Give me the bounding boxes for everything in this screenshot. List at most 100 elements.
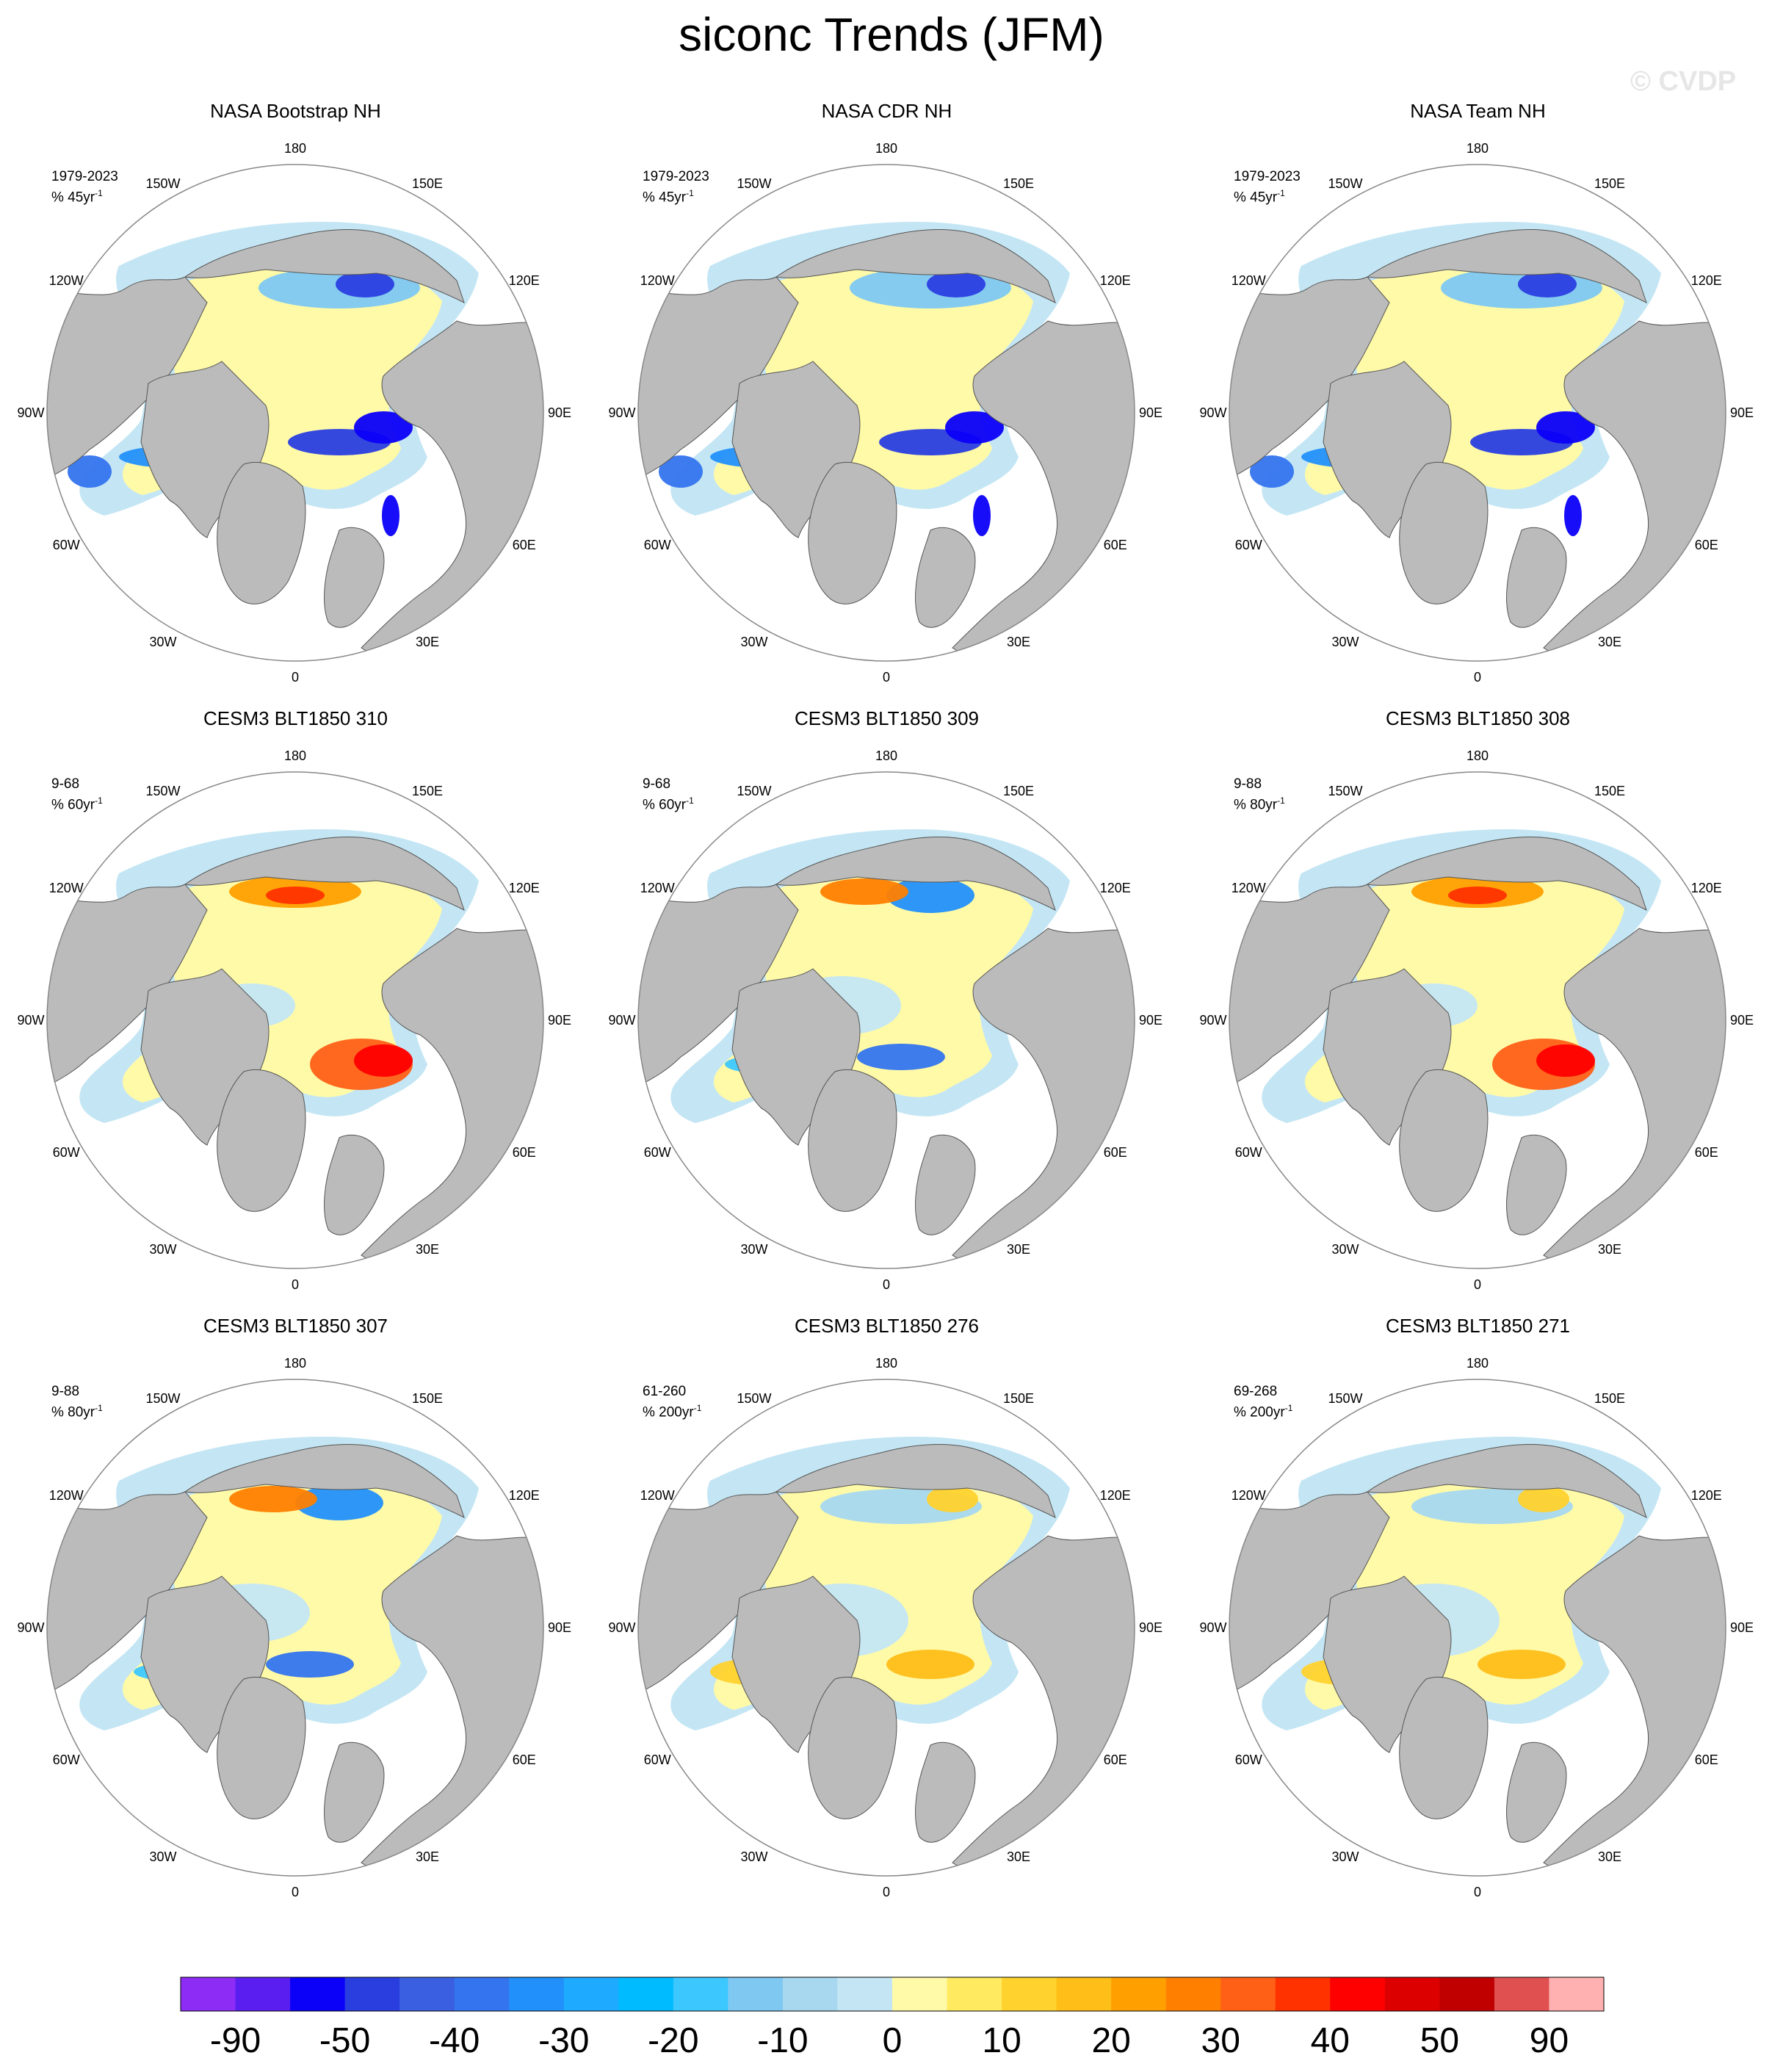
land-mass <box>47 276 208 480</box>
land-mass <box>808 461 897 604</box>
longitude-label: 120W <box>640 273 675 288</box>
longitude-label: 120E <box>1691 1488 1722 1503</box>
land-mass <box>184 1444 465 1518</box>
longitude-label: 90W <box>1199 405 1226 420</box>
longitude-label: 0 <box>883 670 890 685</box>
colorbar-swatch <box>1056 1977 1112 2011</box>
panel-title: CESM3 BLT1850 307 <box>203 1315 388 1337</box>
longitude-label: 0 <box>292 670 299 685</box>
colorbar-swatch <box>454 1977 510 2011</box>
colorbar-swatch <box>837 1977 893 2011</box>
longitude-label: 30W <box>149 635 176 649</box>
map-panel: 180 150E 120E 90E 60E 30E 0 30W 60W 90W 120W 150W NA… <box>591 95 1182 704</box>
trend-patch <box>945 411 1004 444</box>
trend-patch <box>1518 1486 1569 1512</box>
longitude-label: 180 <box>1466 1356 1489 1371</box>
trend-patch <box>886 1650 974 1679</box>
trend-period-label: 9-88 % 80yr-1 <box>51 1384 103 1421</box>
map-boundary <box>1229 771 1726 1269</box>
longitude-label: 150E <box>1003 784 1034 798</box>
longitude-label: 180 <box>284 141 306 156</box>
cvdp-watermark: © CVDP <box>1630 66 1737 97</box>
longitude-label: 30E <box>1007 635 1030 649</box>
colorbar-label: 30 <box>1201 2021 1240 2060</box>
trend-patch <box>659 455 703 488</box>
unit-text: % 45yr-1 <box>1234 188 1285 206</box>
trend-period-label: 9-88 % 80yr-1 <box>1234 776 1285 813</box>
longitude-label: 150W <box>145 1391 180 1406</box>
polar-map: 180 150E 120E 90E 60E 30E 0 30W 60W 90W 120W 150W <box>608 141 1162 685</box>
longitude-label: 90E <box>548 405 571 420</box>
land-mass <box>638 1491 799 1694</box>
longitude-label: 150E <box>1594 1391 1625 1406</box>
trend-patch <box>68 455 112 488</box>
polar-map: 180 150E 120E 90E 60E 30E 0 30W 60W 90W 120W 150W <box>1199 141 1754 685</box>
longitude-label: 60E <box>1104 1752 1127 1767</box>
land-mass <box>915 1134 976 1235</box>
colorbar-swatch <box>1384 1977 1440 2011</box>
trend-patch <box>266 887 325 904</box>
colorbar-label: -90 <box>210 2021 261 2060</box>
trend-patch <box>927 271 985 297</box>
colorbar-swatch <box>673 1977 728 2011</box>
longitude-label: 150W <box>737 176 771 191</box>
map-boundary <box>637 771 1135 1269</box>
longitude-label: 150W <box>1328 784 1362 798</box>
longitude-label: 30E <box>1598 1242 1621 1257</box>
longitude-label: 120W <box>49 1488 84 1503</box>
colorbar-swatch <box>728 1977 784 2011</box>
colorbar-swatch <box>1330 1977 1386 2011</box>
map-boundary <box>46 1379 544 1877</box>
colorbar-swatch <box>1220 1977 1276 2011</box>
colorbar-swatch <box>947 1977 1002 2011</box>
land-mass <box>638 276 799 480</box>
longitude-label: 90W <box>608 1620 635 1635</box>
longitude-label: 30W <box>149 1849 176 1864</box>
trend-patch <box>1250 455 1294 488</box>
trend-period-label: 61-260 % 200yr-1 <box>643 1384 701 1421</box>
trend-patch <box>354 1044 413 1077</box>
longitude-label: 90E <box>1730 1620 1754 1635</box>
longitude-label: 0 <box>1474 1885 1481 1899</box>
longitude-label: 90W <box>17 1620 44 1635</box>
unit-text: % 45yr-1 <box>51 188 103 206</box>
land-mass <box>1399 461 1489 604</box>
longitude-label: 150E <box>1594 784 1625 798</box>
period-text: 61-260 <box>643 1384 687 1399</box>
longitude-label: 120E <box>509 273 540 288</box>
land-mass <box>1506 527 1567 628</box>
longitude-label: 30W <box>740 1242 767 1257</box>
land-mass <box>775 837 1056 911</box>
trend-patch <box>1536 1044 1595 1077</box>
longitude-label: 60E <box>513 1752 536 1767</box>
longitude-label: 0 <box>883 1277 890 1292</box>
map-boundary <box>1229 1379 1726 1877</box>
map-panel: 180 150E 120E 90E 60E 30E 0 30W 60W 90W 120W 150W NA… <box>1182 95 1773 704</box>
longitude-label: 30W <box>1331 1849 1359 1864</box>
map-boundary <box>1229 164 1726 662</box>
trend-patch <box>973 495 991 536</box>
colorbar-swatch <box>344 1977 400 2011</box>
longitude-label: 180 <box>1466 748 1489 763</box>
colorbar-label: -40 <box>429 2021 480 2060</box>
colorbar-label: 10 <box>982 2021 1021 2060</box>
longitude-label: 180 <box>1466 141 1489 156</box>
colorbar-label: -50 <box>319 2021 370 2060</box>
longitude-label: 90W <box>17 405 44 420</box>
longitude-label: 30W <box>740 635 767 649</box>
longitude-label: 60W <box>644 538 671 552</box>
colorbar-swatch <box>235 1977 291 2011</box>
longitude-label: 0 <box>1474 670 1481 685</box>
trend-patch <box>382 495 399 536</box>
longitude-label: 30E <box>1007 1242 1030 1257</box>
figure-title: siconc Trends (JFM) <box>679 8 1104 61</box>
land-mass <box>1399 1069 1489 1212</box>
trend-patch <box>229 1486 317 1512</box>
longitude-label: 150E <box>412 176 443 191</box>
trend-patch <box>1448 887 1507 904</box>
trend-patch <box>354 411 413 444</box>
colorbar-swatch <box>1549 1977 1605 2011</box>
panel-title: CESM3 BLT1850 310 <box>203 707 388 729</box>
land-mass <box>1366 1444 1647 1518</box>
unit-text: % 80yr-1 <box>51 1403 103 1421</box>
